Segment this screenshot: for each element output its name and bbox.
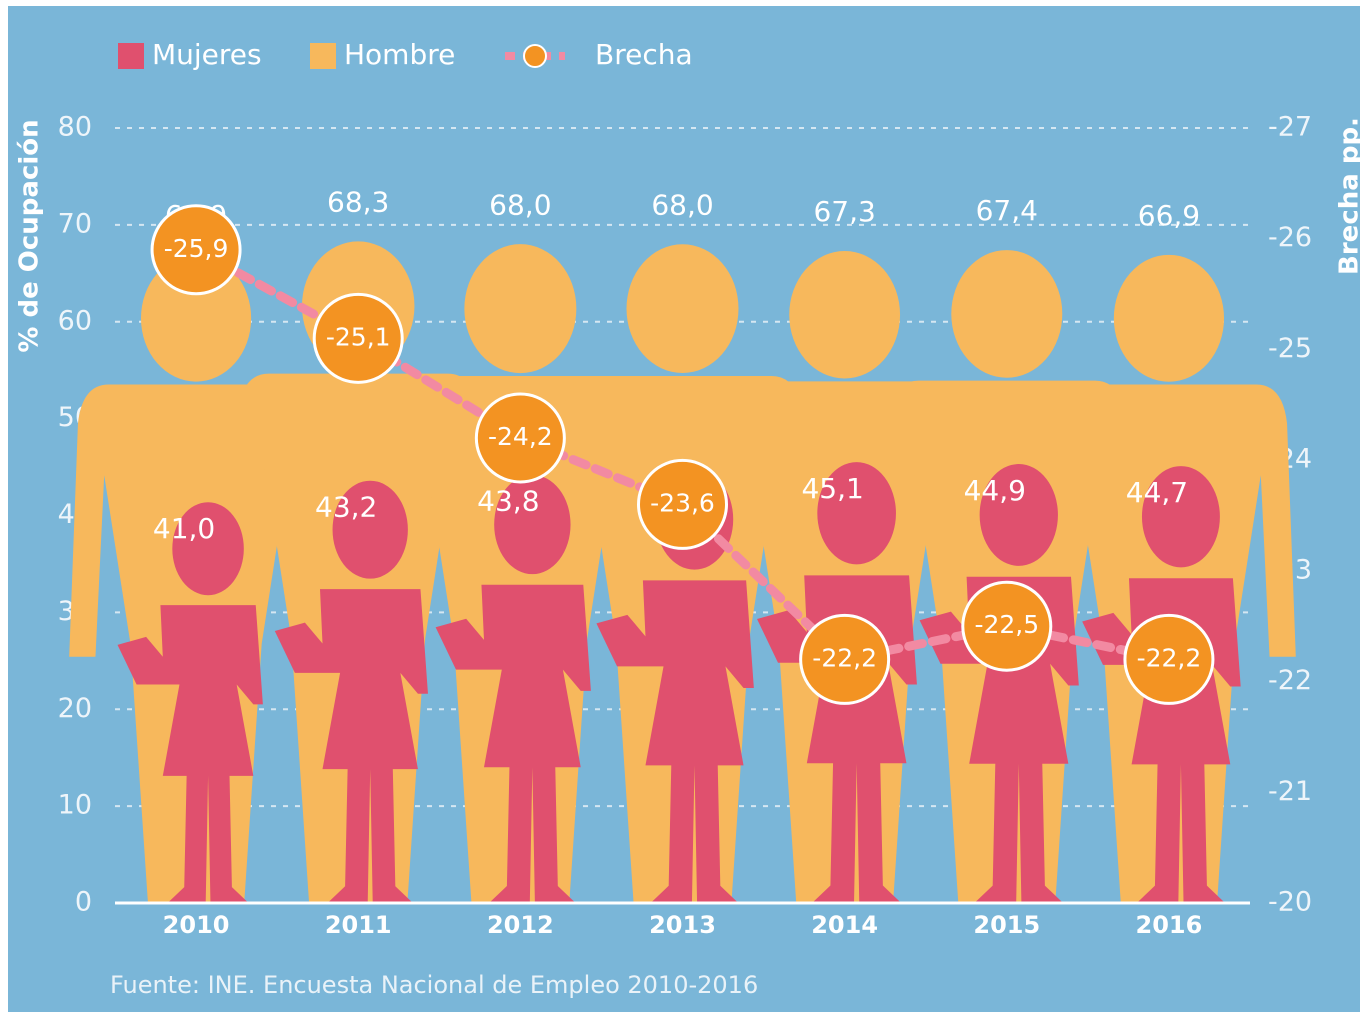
y-tick-label: 0	[75, 887, 92, 918]
brecha-label: -22,2	[1137, 643, 1202, 672]
y2-tick-label: -26	[1268, 222, 1312, 253]
value-label: 44,9	[964, 474, 1026, 507]
y2-tick-label: -22	[1268, 665, 1312, 696]
legend-swatch	[118, 43, 144, 69]
y-tick-label: 60	[58, 305, 92, 336]
value-label: 68,3	[327, 185, 389, 218]
y2-tick-label: -25	[1268, 333, 1312, 364]
brecha-label: -22,5	[974, 610, 1039, 639]
brecha-label: -25,1	[326, 322, 391, 351]
value-label: 68,0	[489, 188, 551, 221]
legend-label: Brecha	[595, 38, 693, 71]
legend-swatch	[310, 43, 336, 69]
y2-axis-title: Brecha pp.	[1335, 117, 1365, 275]
legend-label: Hombre	[344, 38, 455, 71]
y2-tick-label: -27	[1268, 112, 1312, 143]
x-tick-label: 2012	[487, 911, 554, 939]
x-tick-label: 2016	[1136, 911, 1203, 939]
chart: % de Ocupación Brecha pp. Fuente: INE. E…	[0, 0, 1366, 1014]
x-tick-label: 2014	[811, 911, 878, 939]
brecha-label: -25,9	[164, 234, 229, 263]
value-label: 41,0	[153, 512, 215, 545]
value-label: 66,9	[1138, 199, 1200, 232]
value-label: 43,8	[477, 485, 539, 518]
x-tick-label: 2015	[973, 911, 1040, 939]
brecha-label: -23,6	[650, 488, 715, 517]
y-tick-label: 70	[58, 208, 92, 239]
brecha-label: -22,2	[812, 643, 877, 672]
value-label: 68,0	[651, 188, 713, 221]
y-tick-label: 80	[58, 112, 92, 143]
value-label: 44,7	[1126, 476, 1188, 509]
y-tick-label: 10	[58, 790, 92, 821]
value-label: 45,1	[801, 472, 863, 505]
x-tick-label: 2011	[325, 911, 392, 939]
y2-tick-label: -21	[1268, 776, 1312, 807]
value-label: 67,3	[813, 195, 875, 228]
source: Fuente: INE. Encuesta Nacional de Empleo…	[110, 971, 758, 999]
y-axis-title: % de Ocupación	[15, 119, 45, 352]
page: {"chart_data": { "type": "bar", "categor…	[0, 0, 1366, 1014]
legend-marker	[524, 45, 546, 67]
value-label: 43,2	[315, 491, 377, 524]
brecha-label: -24,2	[488, 422, 553, 451]
y-tick-label: 20	[58, 693, 92, 724]
y2-tick-label: -20	[1268, 887, 1312, 918]
x-tick-label: 2010	[163, 911, 230, 939]
value-label: 67,4	[976, 194, 1038, 227]
legend-label: Mujeres	[152, 38, 262, 71]
x-tick-label: 2013	[649, 911, 716, 939]
